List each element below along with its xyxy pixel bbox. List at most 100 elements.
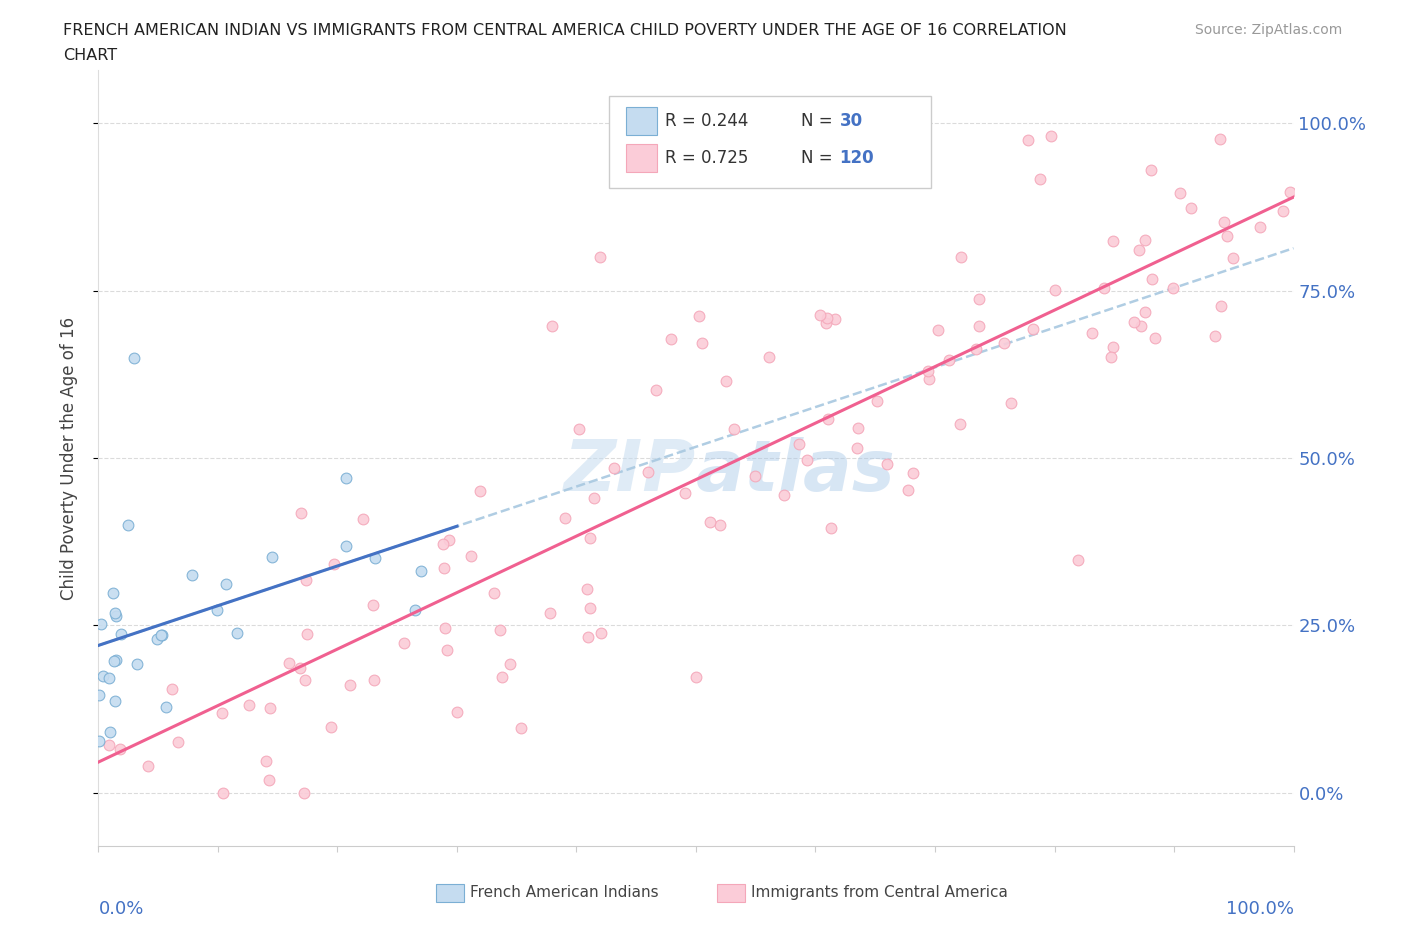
Point (321, 719, 343, 734)
Point (659, 331, 682, 346)
Point (97, 737, 120, 752)
Point (876, 457, 898, 472)
Point (294, 672, 316, 687)
Point (162, 682, 184, 697)
Text: 0.0%: 0.0% (98, 900, 143, 918)
Point (965, 341, 987, 356)
Point (685, 670, 707, 684)
Point (87, 688, 110, 703)
Text: Source: ZipAtlas.com: Source: ZipAtlas.com (1195, 23, 1343, 37)
Point (1130, 318, 1153, 333)
Text: atlas: atlas (696, 437, 896, 506)
Point (1017, 132, 1039, 147)
Point (820, 521, 842, 536)
Point (364, 551, 387, 565)
Point (260, 550, 283, 565)
Point (568, 422, 591, 437)
Point (575, 582, 598, 597)
Point (105, 652, 128, 667)
Point (949, 417, 972, 432)
Point (446, 705, 468, 720)
Point (817, 411, 839, 426)
Point (409, 564, 432, 578)
Point (205, 602, 228, 617)
Point (98, 671, 121, 685)
Point (361, 597, 384, 612)
Point (470, 484, 492, 498)
Text: N =: N = (801, 112, 838, 130)
Point (582, 491, 605, 506)
Point (1099, 350, 1122, 365)
Point (297, 627, 319, 642)
Point (699, 514, 721, 529)
Text: 30: 30 (839, 112, 862, 130)
Point (993, 336, 1015, 351)
Point (181, 568, 204, 583)
Point (1140, 272, 1163, 286)
Point (846, 441, 869, 456)
Point (1140, 163, 1163, 178)
Point (865, 393, 887, 408)
Point (352, 512, 374, 526)
Point (645, 382, 668, 397)
Point (824, 312, 846, 326)
Point (1168, 185, 1191, 200)
Point (98, 724, 121, 739)
Point (846, 421, 869, 436)
Point (136, 759, 159, 774)
Point (1102, 339, 1125, 354)
Point (1204, 328, 1226, 343)
Point (101, 585, 124, 600)
Point (1123, 315, 1146, 330)
Point (967, 291, 990, 306)
Point (482, 586, 505, 601)
Point (591, 626, 613, 641)
Point (436, 643, 458, 658)
Point (335, 471, 357, 485)
Point (541, 319, 564, 334)
Point (589, 250, 612, 265)
Point (578, 630, 600, 644)
Point (554, 511, 576, 525)
Point (758, 350, 780, 365)
Point (259, 700, 281, 715)
Point (290, 660, 312, 675)
Point (1028, 172, 1050, 187)
Point (1102, 233, 1125, 248)
Point (155, 699, 177, 714)
Point (603, 460, 626, 475)
Y-axis label: Child Poverty Under the Age of 16: Child Poverty Under the Age of 16 (59, 316, 77, 600)
Point (1249, 219, 1271, 234)
Point (460, 549, 482, 564)
Text: French American Indians: French American Indians (470, 885, 658, 900)
Point (787, 436, 810, 451)
Point (744, 469, 766, 484)
Point (225, 626, 247, 641)
Point (254, 754, 277, 769)
Text: R = 0.244: R = 0.244 (665, 112, 748, 130)
Point (918, 371, 941, 386)
Point (688, 309, 710, 324)
Point (335, 538, 357, 553)
Point (773, 488, 796, 503)
Point (579, 601, 602, 616)
Point (292, 785, 315, 800)
Point (1022, 322, 1045, 337)
Point (1211, 299, 1233, 313)
Point (690, 336, 713, 351)
Point (152, 628, 174, 643)
Point (146, 631, 169, 646)
Point (295, 573, 318, 588)
Point (538, 605, 561, 620)
Text: 100.0%: 100.0% (1226, 900, 1294, 918)
Point (714, 374, 737, 389)
Point (339, 678, 361, 693)
Point (212, 785, 235, 800)
Point (1213, 214, 1236, 229)
Point (104, 608, 127, 623)
Text: Immigrants from Central America: Immigrants from Central America (751, 885, 1008, 900)
Point (104, 605, 127, 620)
Point (290, 505, 312, 520)
Point (723, 422, 745, 437)
Point (434, 621, 457, 636)
